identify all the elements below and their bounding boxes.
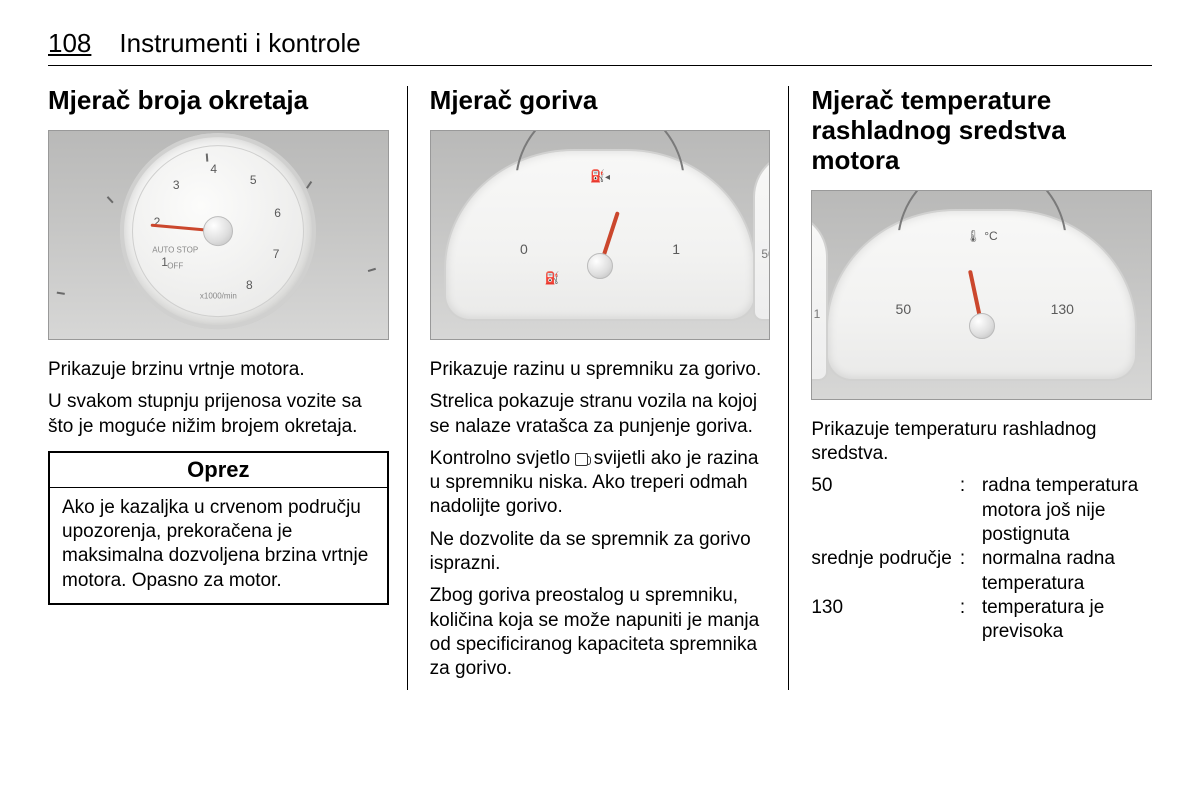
fuel-pump-inline-icon — [575, 453, 588, 466]
fuel-desc-3: Kontrolno svjetlo svijetli ako je razina… — [430, 447, 771, 520]
fuel-desc-1: Prikazuje razinu u spremniku za gorivo. — [430, 358, 771, 382]
temp-label-50: 50 — [896, 301, 912, 317]
temp-side-number: 1 — [814, 307, 821, 321]
temp-row-key: srednje područje — [811, 547, 951, 596]
temp-unit-label: °C — [984, 229, 997, 243]
temp-bezel: 50 130 🌡 °C — [826, 209, 1138, 381]
page-number: 108 — [48, 28, 91, 59]
temp-label-130: 130 — [1051, 301, 1074, 317]
tach-bezel: 12345678 AUTO STOP OFF x1000/min — [120, 133, 316, 329]
fuel-desc-3a: Kontrolno svjetlo — [430, 448, 576, 469]
temp-row-colon: : — [960, 596, 974, 645]
fuel-adjacent-gauge: 50 — [753, 151, 770, 321]
caution-title: Oprez — [50, 453, 387, 488]
tach-tick — [306, 181, 312, 189]
caution-body: Ako je kazaljka u crvenom području upozo… — [50, 488, 387, 603]
tach-number: 6 — [274, 206, 281, 220]
fuel-desc-4: Ne dozvolite da se spremnik za gorivo is… — [430, 528, 771, 577]
fuel-gauge-image: 0 1 ⛽◂ ⛽ 50 — [430, 130, 771, 340]
thermometer-icon: 🌡 °C — [966, 229, 998, 243]
temp-row-value: normalna radna temperatura — [982, 547, 1152, 596]
fuel-heading: Mjerač goriva — [430, 86, 771, 116]
fuel-hub — [587, 253, 613, 279]
fuel-arc — [515, 130, 685, 269]
tach-number: 8 — [246, 278, 253, 292]
fuel-bezel: 0 1 ⛽◂ ⛽ — [444, 149, 756, 321]
temp-hub — [969, 313, 995, 339]
caution-box: Oprez Ako je kazaljka u crvenom području… — [48, 451, 389, 605]
tach-tick — [57, 292, 65, 295]
tach-autostop-label: AUTO STOP — [152, 246, 198, 255]
temp-row-colon: : — [960, 547, 974, 596]
tach-unit-label: x1000/min — [200, 291, 237, 300]
section-title: Instrumenti i kontrole — [119, 28, 360, 59]
tach-number: 4 — [210, 162, 217, 176]
temp-row-value: radna temperatura motora još nije postig… — [982, 474, 1152, 547]
fuel-pump-low-icon: ⛽ — [545, 271, 560, 285]
temp-row-key: 50 — [811, 474, 951, 547]
tach-number: 3 — [173, 179, 180, 193]
tach-desc-1: Prikazuje brzinu vrtnje motora. — [48, 358, 389, 382]
tach-tick — [107, 196, 114, 203]
tach-hub — [203, 216, 233, 246]
fuel-pump-top-icon: ⛽◂ — [590, 169, 610, 183]
tach-tick — [368, 268, 376, 272]
tach-heading: Mjerač broja okretaja — [48, 86, 389, 116]
fuel-desc-5: Zbog goriva preostalog u spremniku, koli… — [430, 584, 771, 681]
tach-number: 7 — [273, 247, 280, 261]
fuel-desc-2: Strelica pokazuje stranu vozila na kojoj… — [430, 390, 771, 439]
page-header: 108 Instrumenti i kontrole — [48, 28, 1152, 66]
temp-desc-1: Prikazuje temperaturu rashladnog sredstv… — [811, 418, 1152, 467]
tach-off-label: OFF — [167, 262, 183, 271]
tach-desc-2: U svakom stupnju prijenosa vozite sa što… — [48, 390, 389, 439]
temp-row-colon: : — [960, 474, 974, 547]
temp-gauge-image: 1 50 130 🌡 °C — [811, 190, 1152, 400]
column-tachometer: Mjerač broja okretaja 12345678 AUTO STOP… — [48, 86, 408, 690]
columns: Mjerač broja okretaja 12345678 AUTO STOP… — [48, 86, 1152, 690]
fuel-side-number: 50 — [761, 247, 770, 261]
temp-heading: Mjerač temperature rashladnog sredstva m… — [811, 86, 1152, 176]
tach-number: 5 — [250, 173, 257, 187]
temp-row-key: 130 — [811, 596, 951, 645]
temp-row-value: temperatura je previsoka — [982, 596, 1152, 645]
temp-table: 50:radna temperatura motora još nije pos… — [811, 474, 1152, 644]
fuel-label-1: 1 — [672, 241, 680, 257]
fuel-label-0: 0 — [520, 241, 528, 257]
column-fuel: Mjerač goriva 0 1 ⛽◂ ⛽ 50 Prikazuje razi… — [430, 86, 790, 690]
column-temp: Mjerač temperature rashladnog sredstva m… — [811, 86, 1152, 690]
temp-arc — [897, 190, 1067, 329]
tachometer-image: 12345678 AUTO STOP OFF x1000/min — [48, 130, 389, 340]
